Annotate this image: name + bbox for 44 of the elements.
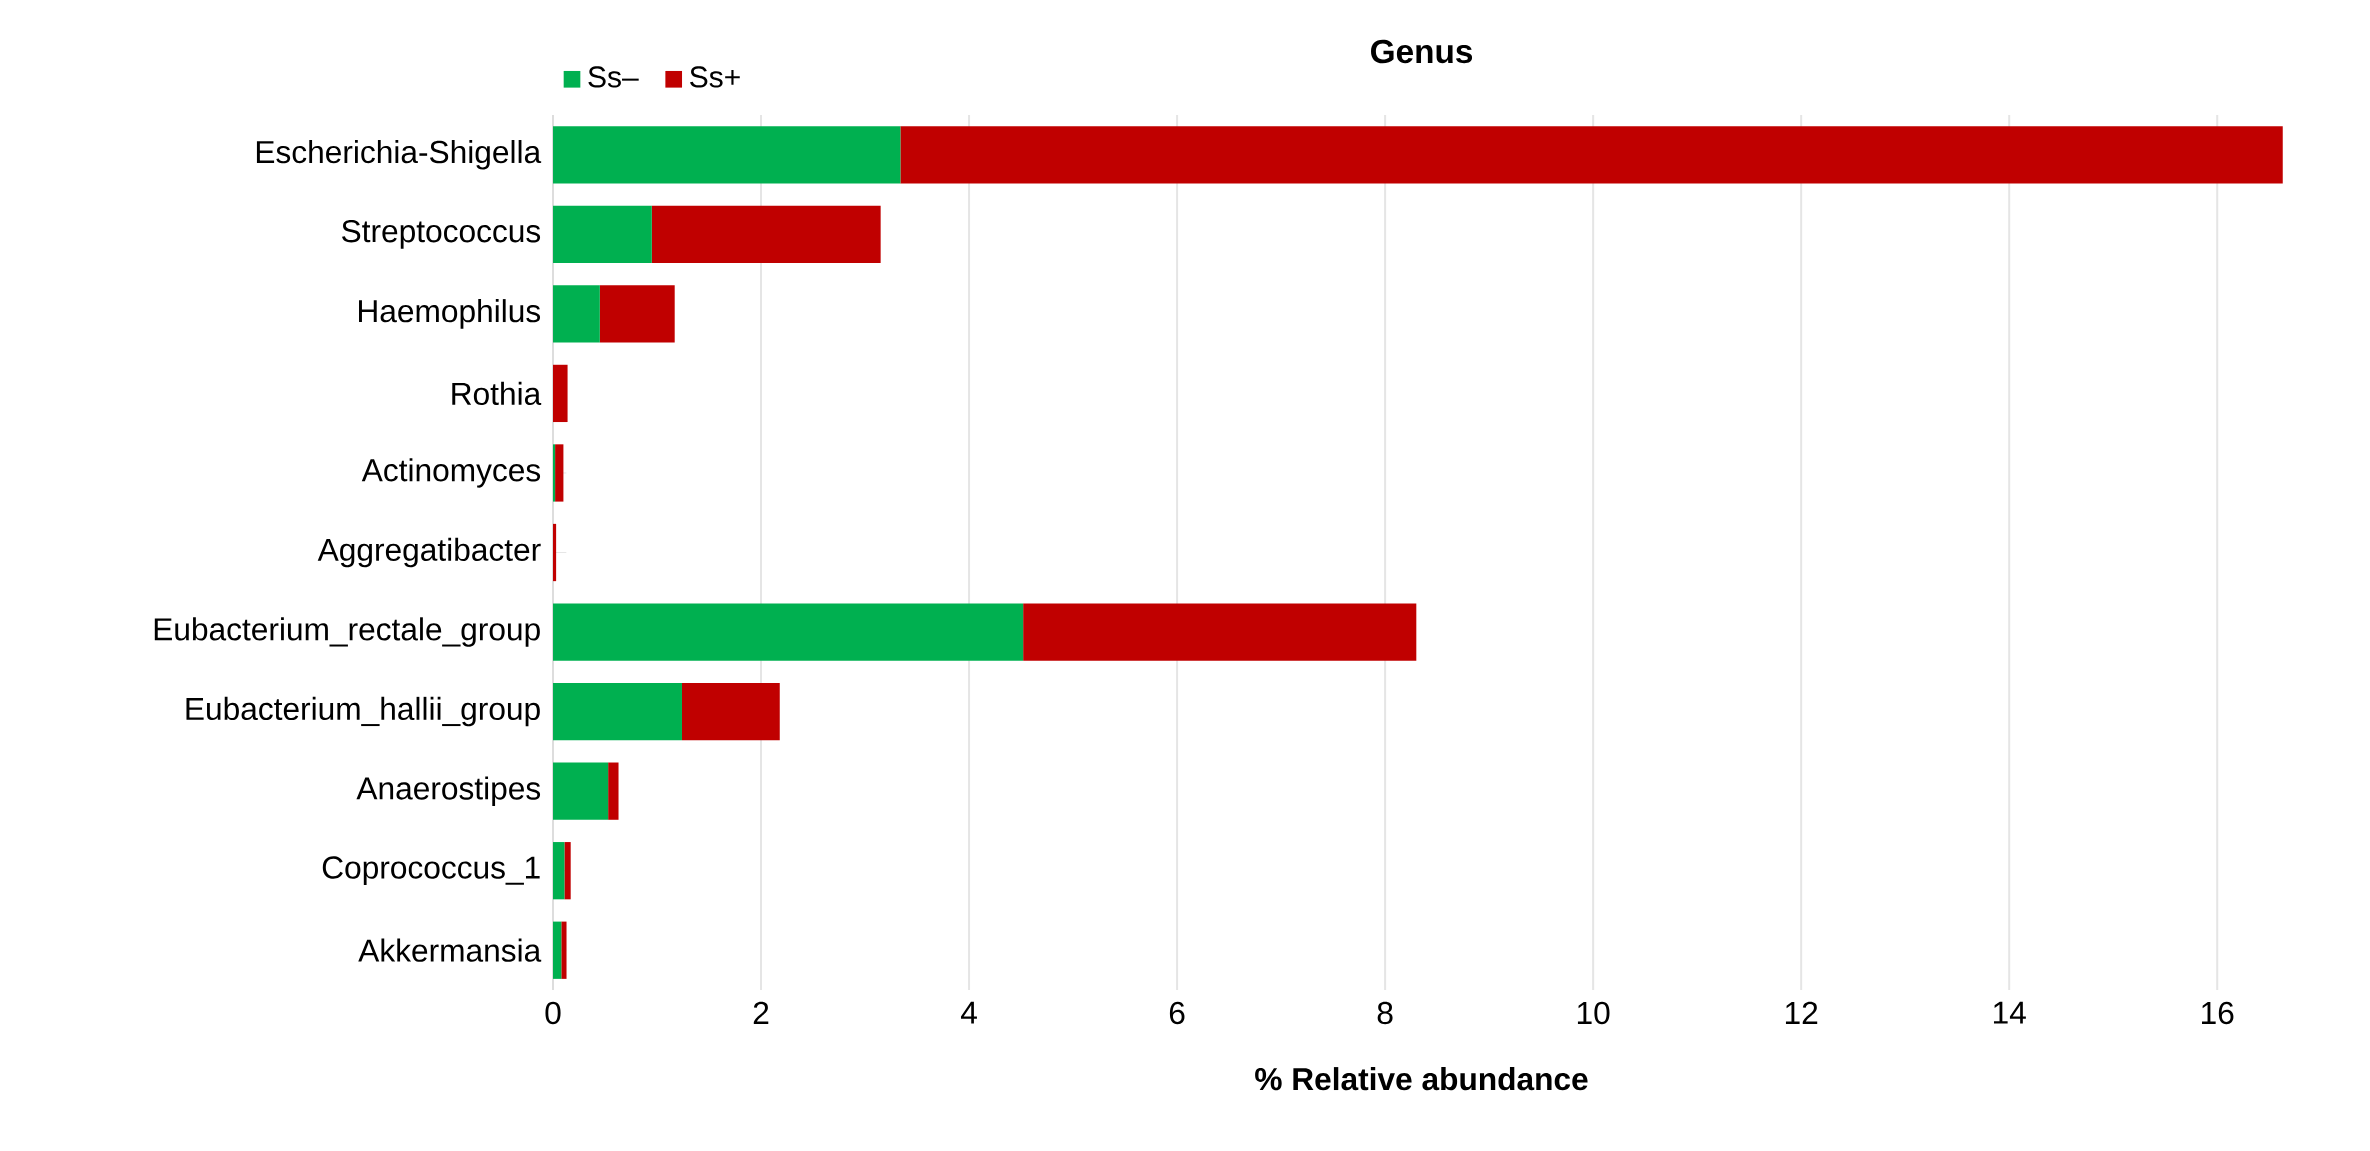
bar	[553, 523, 557, 582]
y-tick-label: Akkermansia	[358, 938, 542, 962]
bar	[564, 842, 571, 900]
x-tick-label: 12	[1785, 1001, 1818, 1024]
bar	[561, 921, 567, 979]
x-tick-label: 2	[753, 1001, 769, 1024]
bar	[608, 762, 619, 820]
x-tick-label: 14	[1993, 1001, 2026, 1024]
y-tick-label: Haemophilus	[359, 299, 541, 329]
bar	[599, 285, 675, 343]
y-tick-label: Anaerostipes	[356, 776, 541, 806]
x-tick-label: 16	[2202, 1001, 2234, 1025]
legend-label: Ss–	[588, 66, 639, 88]
bar	[553, 682, 682, 741]
y-tick-label: Streptococcus	[342, 219, 541, 249]
y-tick-label: Aggregatibacter	[317, 537, 541, 568]
bar	[900, 126, 2283, 184]
y-tick-label: Eubacterium_hallii_group	[186, 696, 540, 727]
bar	[553, 762, 609, 820]
x-axis-title: % Relative abundance	[1255, 1067, 1588, 1091]
x-tick-label: 0	[545, 1001, 561, 1025]
y-tick-label: Escherichia-Shigella	[256, 140, 542, 170]
legend-label: Ss+	[690, 66, 740, 88]
x-tick-label: 6	[1169, 1001, 1185, 1025]
x-tick-label: 4	[960, 1001, 977, 1024]
bar	[553, 603, 1024, 661]
bar	[553, 364, 568, 423]
bar	[553, 444, 556, 502]
x-tick-label: 10	[1577, 1001, 1610, 1025]
bar	[553, 285, 600, 343]
bar	[651, 205, 881, 263]
bar	[553, 126, 901, 184]
bar	[553, 205, 652, 263]
y-tick-label: Coprococcus_1	[322, 856, 540, 886]
bar	[555, 444, 564, 502]
y-tick-label: Rothia	[452, 381, 542, 406]
x-tick-label: 8	[1377, 1001, 1393, 1025]
y-tick-label: Eubacterium_rectale_group	[154, 617, 540, 647]
bar	[681, 682, 780, 741]
y-tick-label: Actinomyces	[361, 458, 541, 488]
bar	[1023, 603, 1417, 661]
bar	[553, 842, 565, 900]
chart-title: Genus	[1371, 39, 1473, 64]
bar	[553, 921, 562, 979]
